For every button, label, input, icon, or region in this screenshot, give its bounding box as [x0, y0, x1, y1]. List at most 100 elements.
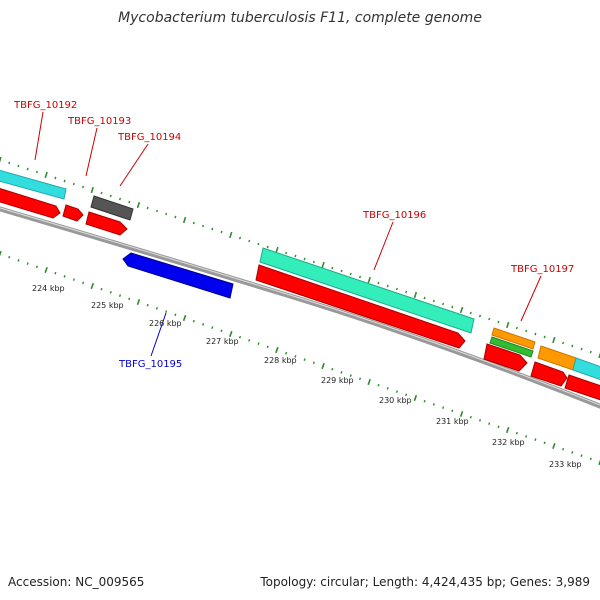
outer-minor-tick — [478, 314, 482, 318]
genome-backbone-highlight — [0, 207, 600, 406]
inner-major-tick — [44, 266, 48, 274]
outer-minor-tick — [488, 317, 491, 321]
tick-label-224: 224 kbp — [32, 284, 65, 293]
cds-arrow-7[interactable] — [564, 374, 600, 402]
outer-minor-tick — [285, 251, 288, 255]
outer-major-tick — [321, 261, 325, 269]
outer-major-tick — [229, 231, 233, 239]
inner-minor-tick — [469, 415, 472, 419]
cds-arrow-1[interactable] — [0, 186, 61, 219]
outer-minor-tick — [349, 272, 352, 276]
inner-minor-tick — [257, 342, 260, 345]
inner-minor-tick — [128, 297, 131, 301]
inner-minor-tick — [543, 441, 546, 445]
outer-minor-tick — [72, 182, 75, 186]
outer-minor-tick — [26, 167, 29, 171]
outer-minor-tick — [192, 221, 195, 225]
gene-label-tbfg-10192[interactable]: TBFG_10192 — [13, 100, 77, 111]
cds-arrow-4[interactable] — [255, 264, 466, 349]
gene-label-tbfg-10193[interactable]: TBFG_10193 — [67, 116, 131, 127]
outer-minor-tick — [405, 290, 408, 294]
cds-arrow-3[interactable] — [85, 211, 128, 236]
gene-label-tbfg-10196[interactable]: TBFG_10196 — [362, 210, 426, 221]
gene-tbfg-10195-feature[interactable] — [122, 252, 234, 299]
inner-minor-tick — [17, 259, 20, 262]
length-text: Length: 4,424,435 bp; — [372, 575, 507, 589]
inner-minor-tick — [589, 457, 592, 461]
tick-label-229: 229 kbp — [321, 376, 354, 385]
outer-major-tick — [136, 201, 141, 209]
inner-minor-tick — [358, 377, 362, 381]
inner-minor-tick — [312, 361, 315, 365]
outer-minor-tick — [442, 302, 445, 306]
cds-arrow-6[interactable] — [530, 361, 568, 387]
inner-major-tick — [275, 346, 279, 354]
outer-minor-tick — [8, 161, 11, 165]
gene-green-feature[interactable] — [489, 336, 534, 358]
inner-minor-tick — [478, 419, 482, 422]
gene-tbfg-10192-feature[interactable] — [0, 169, 67, 200]
inner-minor-tick — [580, 454, 583, 457]
inner-minor-tick — [155, 307, 158, 310]
outer-major-tick — [182, 216, 187, 224]
gene-label-tbfg-10195[interactable]: TBFG_10195 — [118, 359, 182, 370]
outer-minor-tick — [525, 329, 528, 333]
inner-major-tick — [598, 459, 600, 466]
outer-minor-tick — [432, 299, 435, 303]
outer-minor-tick — [294, 254, 297, 258]
inner-major-tick — [552, 442, 556, 450]
inner-minor-tick — [562, 447, 565, 451]
outer-minor-tick — [109, 194, 112, 198]
inner-major-tick — [182, 314, 187, 322]
gene-label-tbfg-10194[interactable]: TBFG_10194 — [117, 132, 181, 143]
cds-arrow-5[interactable] — [483, 343, 528, 372]
inner-major-tick — [321, 362, 325, 370]
inner-major-tick — [459, 410, 464, 418]
outer-minor-tick — [54, 176, 57, 180]
outer-minor-tick — [266, 245, 269, 249]
outer-minor-tick — [451, 305, 454, 309]
genome-stats: Topology: circular; Length: 4,424,435 bp… — [260, 575, 590, 589]
outer-minor-tick — [174, 215, 177, 219]
outer-major-tick — [459, 306, 464, 314]
outer-minor-tick — [146, 206, 149, 210]
outer-minor-tick — [589, 350, 592, 354]
leader-tbfg-10193 — [85, 127, 98, 177]
outer-minor-tick — [211, 227, 214, 231]
inner-minor-tick — [294, 355, 297, 358]
inner-minor-tick — [146, 303, 149, 307]
leader-tbfg-10197 — [520, 275, 542, 322]
inner-minor-tick — [423, 399, 426, 403]
outer-minor-tick — [358, 275, 362, 279]
inner-minor-tick — [377, 383, 380, 387]
inner-minor-tick — [386, 387, 389, 390]
inner-minor-tick — [8, 255, 11, 259]
gene-tbfg-10194-feature[interactable] — [90, 195, 134, 221]
inner-minor-tick — [488, 422, 491, 425]
gene-tbfg-10196-feature[interactable] — [259, 247, 475, 334]
outer-minor-tick — [248, 239, 251, 243]
inner-minor-tick — [109, 291, 112, 294]
outer-minor-tick — [562, 341, 565, 345]
gene-label-tbfg-10197[interactable]: TBFG_10197 — [510, 264, 574, 275]
outer-minor-tick — [386, 284, 389, 288]
inner-minor-tick — [303, 358, 306, 361]
outer-minor-tick — [128, 200, 131, 204]
outer-minor-tick — [395, 287, 398, 291]
inner-minor-tick — [100, 287, 103, 291]
inner-minor-tick — [165, 310, 168, 313]
gene-tbfg-10197-feature[interactable] — [491, 327, 536, 350]
outer-major-tick — [552, 336, 556, 344]
outer-minor-tick — [63, 179, 66, 183]
inner-minor-tick — [497, 425, 500, 429]
outer-minor-tick — [100, 191, 103, 195]
map-title: Mycobacterium tuberculosis F11, complete… — [118, 10, 482, 26]
inner-tick-track — [0, 250, 600, 466]
outer-minor-tick — [331, 266, 334, 270]
outer-minor-tick — [220, 230, 223, 234]
leader-tbfg-10194 — [119, 143, 149, 187]
outer-minor-tick — [340, 269, 343, 273]
inner-minor-tick — [451, 409, 454, 413]
cds-arrow-2[interactable] — [62, 204, 84, 222]
gene-cyan-feature-right[interactable] — [572, 357, 600, 382]
